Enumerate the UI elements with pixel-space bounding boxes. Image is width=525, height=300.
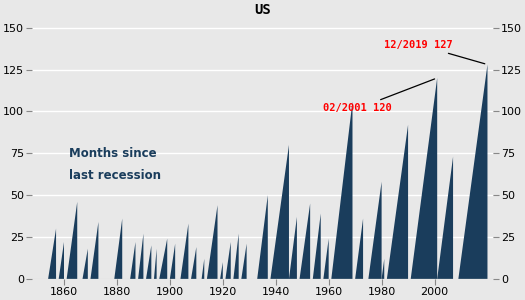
Polygon shape <box>170 244 175 279</box>
Text: last recession: last recession <box>69 169 161 182</box>
Polygon shape <box>234 234 239 279</box>
Polygon shape <box>355 219 363 279</box>
Text: Months since: Months since <box>69 147 157 160</box>
Polygon shape <box>382 259 384 279</box>
Polygon shape <box>59 242 64 279</box>
Polygon shape <box>458 64 488 279</box>
Polygon shape <box>331 101 352 279</box>
Polygon shape <box>67 202 77 279</box>
Polygon shape <box>48 229 56 279</box>
Polygon shape <box>437 157 453 279</box>
Polygon shape <box>159 239 167 279</box>
Polygon shape <box>181 224 188 279</box>
Polygon shape <box>270 145 289 279</box>
Polygon shape <box>90 222 98 279</box>
Polygon shape <box>154 249 156 279</box>
Polygon shape <box>323 239 329 279</box>
Polygon shape <box>387 125 408 279</box>
Polygon shape <box>225 242 231 279</box>
Polygon shape <box>207 205 217 279</box>
Polygon shape <box>130 242 135 279</box>
Polygon shape <box>411 78 437 279</box>
Text: 02/2001 120: 02/2001 120 <box>323 79 435 113</box>
Polygon shape <box>220 262 223 279</box>
Polygon shape <box>82 249 88 279</box>
Polygon shape <box>289 217 297 279</box>
Polygon shape <box>369 182 382 279</box>
Polygon shape <box>257 195 268 279</box>
Polygon shape <box>300 203 310 279</box>
Polygon shape <box>242 244 247 279</box>
Title: US: US <box>254 3 271 17</box>
Polygon shape <box>202 259 204 279</box>
Text: 12/2019 127: 12/2019 127 <box>384 40 485 64</box>
Polygon shape <box>138 234 143 279</box>
Polygon shape <box>114 219 122 279</box>
Polygon shape <box>191 247 196 279</box>
Polygon shape <box>313 214 321 279</box>
Polygon shape <box>146 245 151 279</box>
